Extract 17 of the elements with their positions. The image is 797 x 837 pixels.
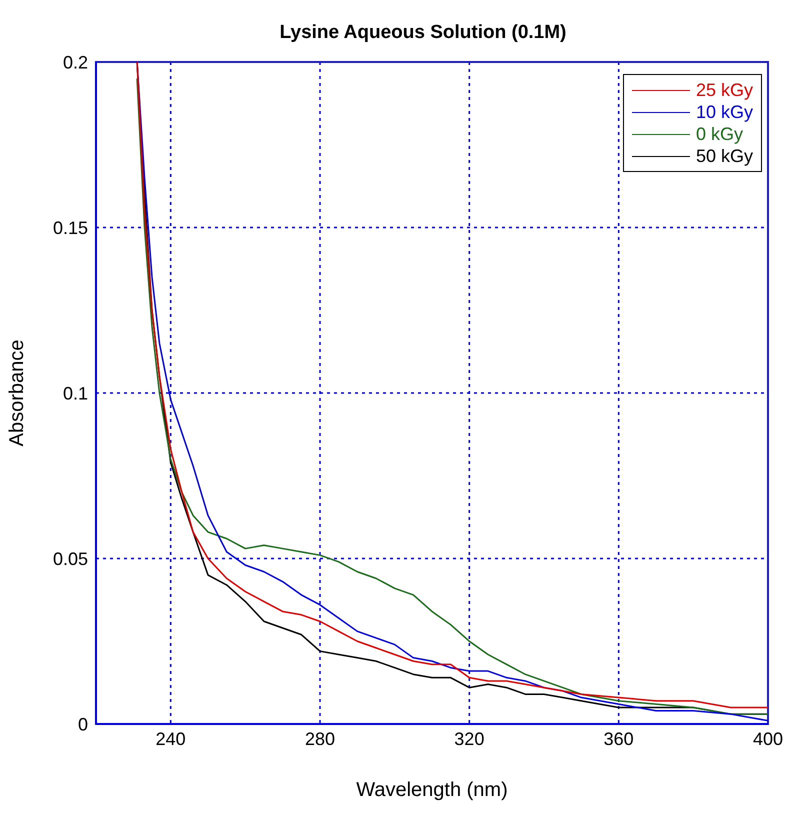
y-tick-label: 0.1 [62, 383, 88, 404]
chart-title: Lysine Aqueous Solution (0.1M) [278, 21, 568, 44]
legend-label: 50 kGy [696, 145, 753, 167]
y-tick-label: 0 [78, 714, 88, 734]
y-tick-label: 0.2 [62, 52, 88, 72]
legend-label: 10 kGy [696, 101, 753, 123]
x-tick-label: 320 [454, 728, 484, 749]
x-tick-label: 280 [304, 728, 336, 749]
y-tick-label: 0.15 [52, 218, 88, 238]
legend-label: 25 kGy [696, 79, 753, 101]
y-tick-label: 0.05 [52, 548, 88, 569]
x-tick-label: 400 [752, 728, 784, 749]
x-tick-label: 360 [604, 728, 634, 749]
y-axis-title: Absorbance [6, 340, 28, 446]
x-axis-title: Wavelength (nm) [356, 779, 508, 801]
x-tick-label: 240 [156, 728, 186, 749]
legend-label: 0 kGy [696, 123, 743, 145]
